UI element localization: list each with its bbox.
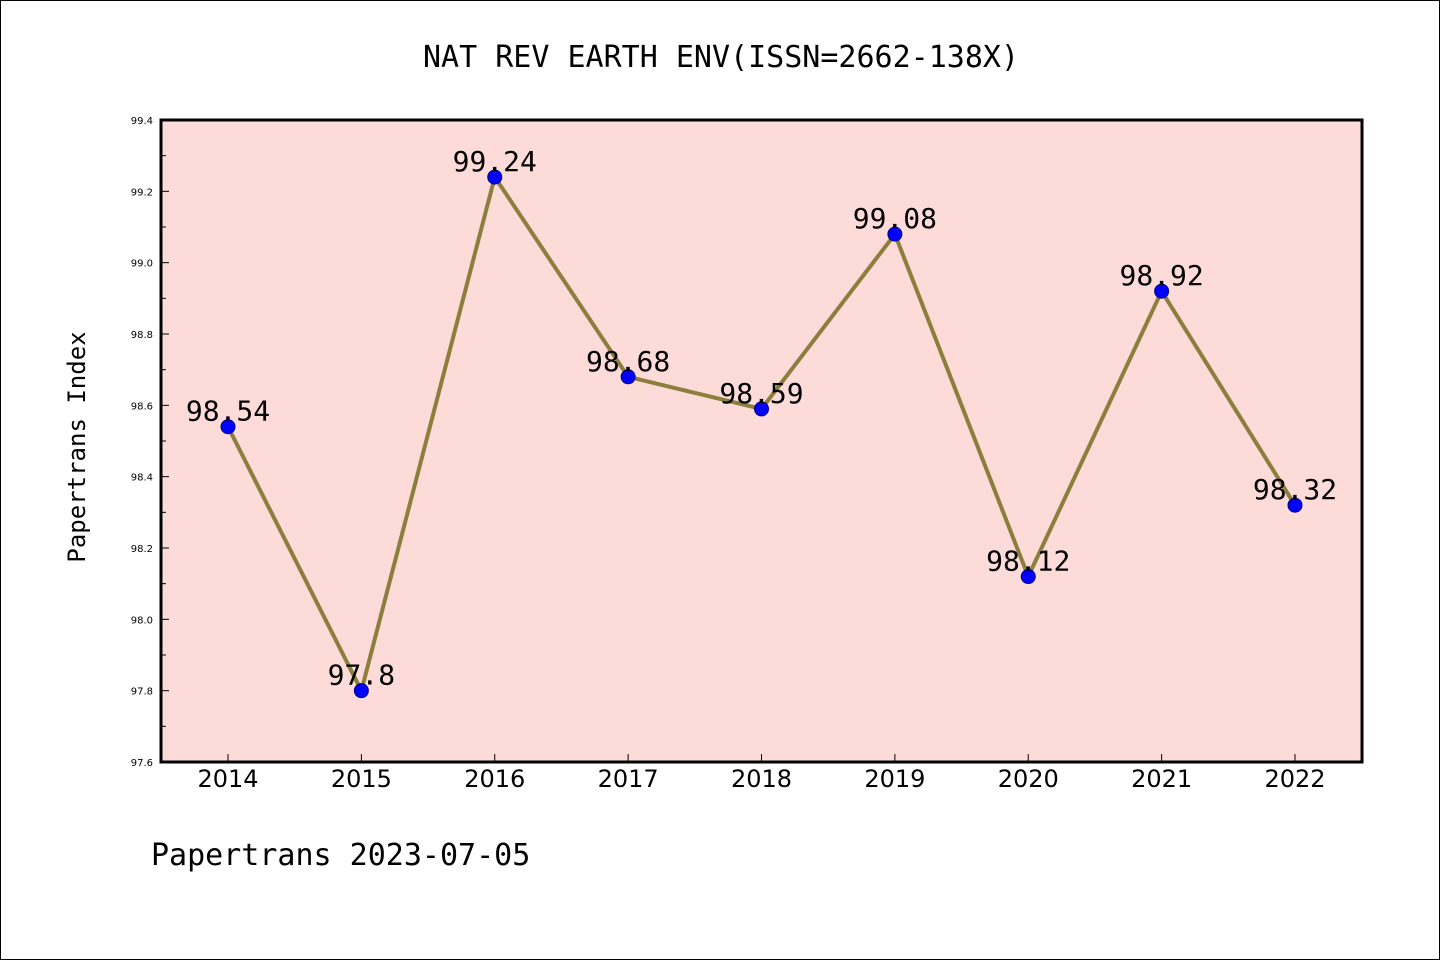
x-tick-label: 2016 [464,765,525,793]
y-tick-label: 98.0 [131,615,153,626]
data-labels: 98.54 97.8 99.24 98.68 98.59 99.08 98.12 98.92 9… [186,145,1337,692]
data-label: 98.92 [1119,259,1203,292]
x-tick-label: 2020 [998,765,1059,793]
data-point [1287,497,1303,513]
plot-area [161,120,1362,762]
data-label: 99.24 [453,145,537,178]
y-tick-label: 99.2 [131,187,153,198]
footer-date-text: Papertrans 2023-07-05 [151,838,530,873]
y-tick-label: 98.6 [131,401,153,412]
x-tick-label: 2019 [864,765,925,793]
data-label: 98.32 [1253,473,1337,506]
y-tick-label: 98.4 [131,473,153,484]
chart-title: NAT REV EARTH ENV(ISSN=2662-138X) [423,40,1019,75]
data-point [754,401,769,417]
data-points [220,169,1303,699]
data-point [487,169,503,185]
data-label: 98.68 [586,345,670,378]
y-tick-label: 99.4 [131,116,153,127]
data-label: 98.59 [719,377,803,410]
y-tick-label: 98.8 [131,330,153,341]
y-tick-label: 99.0 [131,259,153,270]
data-point [220,419,236,435]
data-point [1020,569,1036,585]
data-label: 98.12 [986,545,1070,578]
data-label: 99.08 [853,202,937,235]
x-axis: 2014 2015 2016 2017 2018 2019 2020 2021 2022 [197,754,1326,793]
data-label: 97.8 [328,659,395,692]
x-tick-label: 2014 [197,765,258,793]
data-point [1154,283,1170,299]
x-tick-label: 2021 [1131,765,1192,793]
plot-frame [159,118,1364,764]
y-tick-label: 98.2 [131,544,153,555]
y-tick-label: 97.8 [131,687,153,698]
data-point [620,369,636,385]
data-point [353,683,369,699]
y-axis-label: Papertrans Index [63,331,91,562]
data-point [887,226,903,242]
x-tick-label: 2022 [1264,765,1325,793]
x-tick-label: 2018 [731,765,792,793]
y-tick-label: 97.6 [131,758,153,769]
data-label: 98.54 [186,395,270,428]
x-tick-label: 2015 [331,765,392,793]
x-tick-label: 2017 [598,765,659,793]
